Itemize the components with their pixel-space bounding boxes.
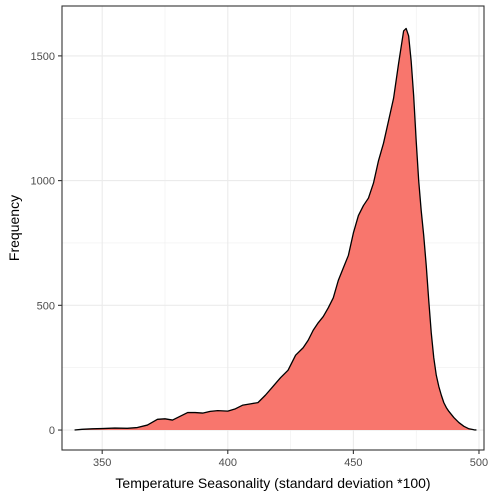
y-tick-label: 1000 [31, 176, 55, 188]
y-axis-title: Frequency [6, 195, 22, 261]
grid-major [62, 6, 484, 450]
density-line [74, 27, 477, 431]
y-tick-label: 1500 [31, 51, 55, 63]
panel-border [61, 5, 485, 451]
y-tick-label: 500 [37, 300, 55, 312]
x-axis-ticks: 350 400 450 500 [93, 450, 488, 469]
x-tick-label: 350 [93, 457, 111, 469]
density-area [74, 28, 477, 431]
x-tick-label: 450 [344, 457, 362, 469]
x-tick-label: 400 [219, 457, 237, 469]
x-axis-title: Temperature Seasonality (standard deviat… [115, 475, 430, 491]
y-tick-label: 0 [49, 425, 55, 437]
y-axis-ticks: 0 500 1000 1500 [31, 51, 62, 437]
x-tick-label: 500 [470, 457, 488, 469]
